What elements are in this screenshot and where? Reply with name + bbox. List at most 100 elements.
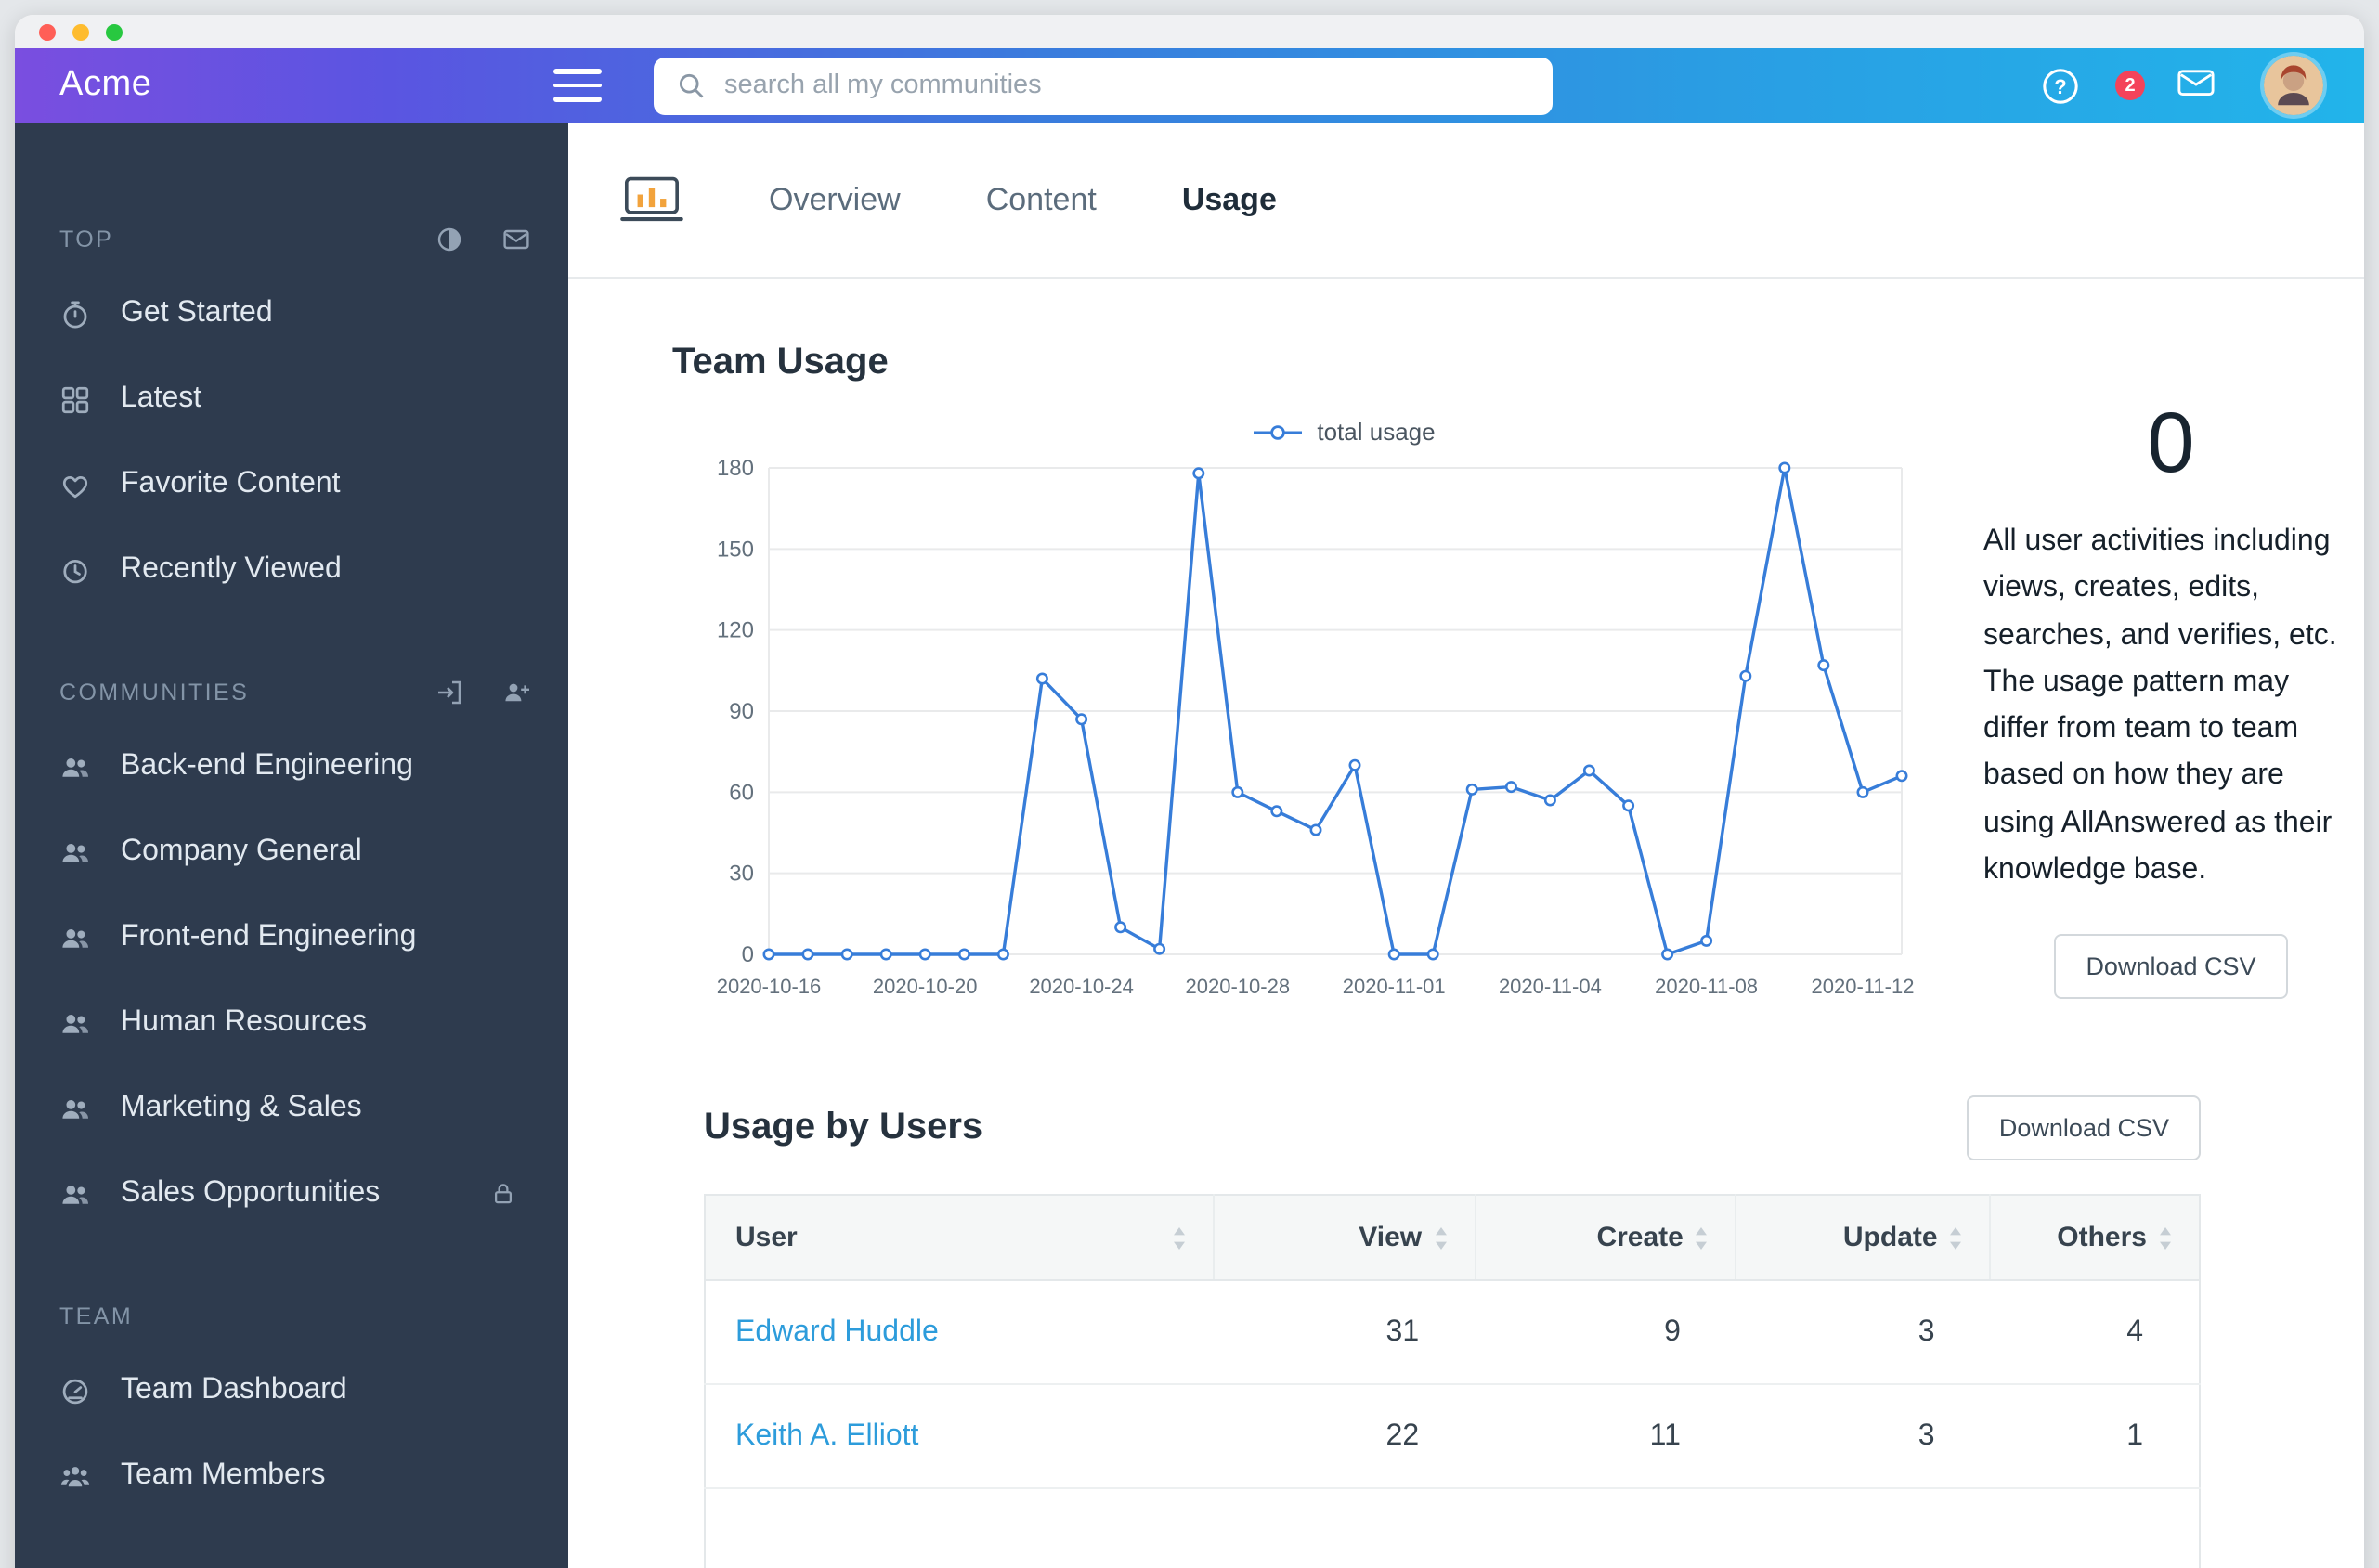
sidebar-item-label: Favorite Content bbox=[121, 468, 341, 499]
svg-text:2020-10-20: 2020-10-20 bbox=[873, 975, 978, 998]
cell-user: Edward Huddle bbox=[705, 1280, 1214, 1385]
add-member-icon[interactable] bbox=[501, 678, 531, 707]
download-csv-button[interactable]: Download CSV bbox=[2054, 934, 2288, 1000]
history-icon bbox=[59, 554, 91, 586]
sidebar-item-get-started[interactable]: Get Started bbox=[15, 271, 568, 356]
svg-text:150: 150 bbox=[717, 537, 754, 562]
window-titlebar bbox=[15, 15, 2364, 48]
tab-usage[interactable]: Usage bbox=[1181, 181, 1277, 216]
sort-icon bbox=[1950, 1226, 1962, 1249]
mail-icon[interactable] bbox=[2177, 66, 2216, 105]
people-icon bbox=[59, 1093, 91, 1124]
window-zoom-button[interactable] bbox=[106, 23, 123, 40]
sort-icon bbox=[1435, 1226, 1447, 1249]
svg-text:90: 90 bbox=[729, 699, 754, 724]
column-header-create[interactable]: Create bbox=[1474, 1195, 1736, 1281]
sidebar-item-label: Human Resources bbox=[121, 1006, 367, 1038]
tab-overview[interactable]: Overview bbox=[769, 181, 901, 216]
table-row: Keith A. Elliott 22 11 3 1 bbox=[705, 1384, 2200, 1489]
sidebar-item-label: Back-end Engineering bbox=[121, 750, 413, 782]
sidebar-item-label: Company General bbox=[121, 836, 362, 867]
window-minimize-button[interactable] bbox=[72, 23, 89, 40]
svg-text:180: 180 bbox=[717, 456, 754, 481]
brand-logo[interactable]: Acme bbox=[59, 65, 152, 104]
sidebar-item-sales-opportunities[interactable]: Sales Opportunities bbox=[15, 1151, 568, 1237]
sort-icon bbox=[1696, 1226, 1708, 1249]
sidebar-item-favorite-content[interactable]: Favorite Content bbox=[15, 442, 568, 527]
page-title: Team Usage bbox=[672, 342, 889, 382]
tab-content[interactable]: Content bbox=[985, 181, 1097, 216]
sidebar-item-back-end-engineering[interactable]: Back-end Engineering bbox=[15, 724, 568, 810]
notification-badge: 2 bbox=[2115, 71, 2145, 100]
sidebar-item-recently-viewed[interactable]: Recently Viewed bbox=[15, 527, 568, 613]
sidebar-item-front-end-engineering[interactable]: Front-end Engineering bbox=[15, 895, 568, 980]
total-usage-count: 0 bbox=[2147, 394, 2195, 490]
mail-compose-icon[interactable] bbox=[501, 225, 531, 254]
help-icon[interactable]: ? bbox=[2041, 66, 2080, 105]
people-icon bbox=[59, 836, 91, 868]
grid-icon bbox=[59, 383, 91, 415]
people-icon bbox=[59, 1178, 91, 1210]
cell-view: 22 bbox=[1213, 1384, 1476, 1489]
legend-label: total usage bbox=[1317, 418, 1436, 446]
menu-toggle-button[interactable] bbox=[553, 69, 602, 102]
svg-text:2020-11-08: 2020-11-08 bbox=[1655, 975, 1758, 998]
column-header-user[interactable]: User bbox=[705, 1195, 1214, 1281]
user-link[interactable]: Keith A. Elliott bbox=[735, 1419, 919, 1451]
column-header-others[interactable]: Others bbox=[1989, 1195, 2200, 1281]
sidebar-item-team-dashboard[interactable]: Team Dashboard bbox=[15, 1348, 568, 1433]
join-community-icon[interactable] bbox=[435, 678, 464, 707]
search-icon bbox=[676, 71, 706, 100]
people-group-icon bbox=[59, 1460, 91, 1492]
sidebar-item-label: Team Members bbox=[121, 1459, 326, 1491]
sort-icon bbox=[2160, 1226, 2171, 1249]
heart-icon bbox=[59, 469, 91, 500]
search-input[interactable] bbox=[724, 71, 1530, 100]
column-label: View bbox=[1358, 1222, 1423, 1253]
column-label: User bbox=[735, 1222, 798, 1253]
chart-legend: total usage bbox=[672, 418, 1920, 446]
cell-update: 3 bbox=[1736, 1384, 1991, 1489]
table-row: Edward Huddle 31 9 3 4 bbox=[705, 1280, 2200, 1385]
stopwatch-icon bbox=[59, 298, 91, 330]
column-header-update[interactable]: Update bbox=[1735, 1195, 1991, 1281]
people-icon bbox=[59, 751, 91, 783]
download-csv-button[interactable]: Download CSV bbox=[1967, 1095, 2201, 1160]
svg-text:2020-10-16: 2020-10-16 bbox=[717, 975, 822, 998]
sidebar-item-company-general[interactable]: Company General bbox=[15, 810, 568, 895]
sidebar-item-latest[interactable]: Latest bbox=[15, 356, 568, 442]
column-label: Update bbox=[1842, 1222, 1938, 1253]
user-link[interactable]: Edward Huddle bbox=[735, 1315, 939, 1347]
svg-text:?: ? bbox=[2054, 74, 2066, 97]
sidebar-section-communities: COMMUNITIES bbox=[15, 661, 568, 724]
cell-view: 31 bbox=[1213, 1280, 1476, 1385]
column-label: Create bbox=[1596, 1222, 1684, 1253]
sidebar-item-label: Marketing & Sales bbox=[121, 1092, 362, 1123]
usage-table: User View Create Update Others Edward Huddle 3… bbox=[704, 1194, 2201, 1568]
chart-presentation-icon bbox=[620, 174, 683, 226]
lock-icon bbox=[490, 1181, 516, 1207]
sort-icon bbox=[1173, 1226, 1185, 1249]
avatar[interactable] bbox=[2264, 56, 2323, 115]
main-panel: Overview Content Usage Team Usage total us… bbox=[568, 123, 2364, 1568]
sidebar-item-team-members[interactable]: Team Members bbox=[15, 1433, 568, 1519]
sidebar-item-human-resources[interactable]: Human Resources bbox=[15, 980, 568, 1066]
column-header-view[interactable]: View bbox=[1212, 1195, 1476, 1281]
team-usage-chart: 0 30 60 90 120 150 180 2020-10-16 2020-10-20 2020… bbox=[717, 456, 1915, 998]
tab-bar: Overview Content Usage bbox=[568, 123, 2364, 279]
sidebar-item-marketing-sales[interactable]: Marketing & Sales bbox=[15, 1066, 568, 1151]
svg-text:30: 30 bbox=[729, 862, 754, 887]
app-window: Acme ? bbox=[15, 15, 2364, 1568]
svg-text:2020-10-28: 2020-10-28 bbox=[1186, 975, 1291, 998]
svg-text:2020-10-24: 2020-10-24 bbox=[1029, 975, 1134, 998]
usage-by-users-section: Usage by Users Download CSV User View Crea… bbox=[704, 1095, 2201, 1568]
cell-update: 3 bbox=[1736, 1280, 1991, 1385]
sidebar-item-label: Team Dashboard bbox=[121, 1374, 347, 1406]
svg-text:120: 120 bbox=[717, 618, 754, 643]
column-label: Others bbox=[2057, 1222, 2147, 1253]
search-bar[interactable] bbox=[654, 57, 1553, 114]
contrast-icon[interactable] bbox=[435, 225, 464, 254]
window-close-button[interactable] bbox=[39, 23, 56, 40]
cell-create: 9 bbox=[1475, 1280, 1736, 1385]
